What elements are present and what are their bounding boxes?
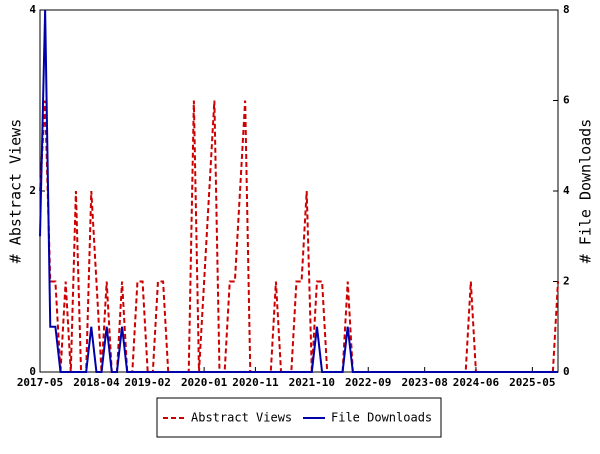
x-tick-label: 2019-02: [125, 376, 171, 389]
y-tick-label: 0: [29, 365, 36, 378]
y-tick-label: 2: [29, 184, 36, 197]
x-tick-label: 2024-06: [453, 376, 500, 389]
x-tick-label: 2017-05: [17, 376, 63, 389]
y2-tick-label: 0: [563, 365, 570, 378]
x-tick-label: 2021-10: [289, 376, 335, 389]
y2-tick-label: 8: [563, 3, 570, 16]
y2-tick-label: 2: [563, 275, 570, 288]
plot-frame: [39, 9, 559, 373]
series-line: [39, 9, 558, 373]
y2-axis-title: # File Downloads: [577, 119, 595, 264]
x-tick-label: 2023-08: [401, 376, 447, 389]
x-tick-label: 2020-11: [232, 376, 279, 389]
legend: [156, 397, 442, 438]
legend-label: Abstract Views: [191, 411, 292, 425]
x-tick-label: 2020-01: [181, 376, 228, 389]
y2-tick-label: 4: [563, 184, 570, 197]
x-tick-label: 2025-05: [509, 376, 555, 389]
y2-tick-label: 6: [563, 94, 570, 107]
x-tick-label: 2022-09: [345, 376, 391, 389]
y-tick-label: 4: [29, 3, 36, 16]
legend-label: File Downloads: [331, 411, 432, 425]
y-axis-title: # Abstract Views: [7, 119, 25, 264]
x-tick-label: 2018-04: [73, 376, 120, 389]
series-line: [39, 100, 559, 373]
